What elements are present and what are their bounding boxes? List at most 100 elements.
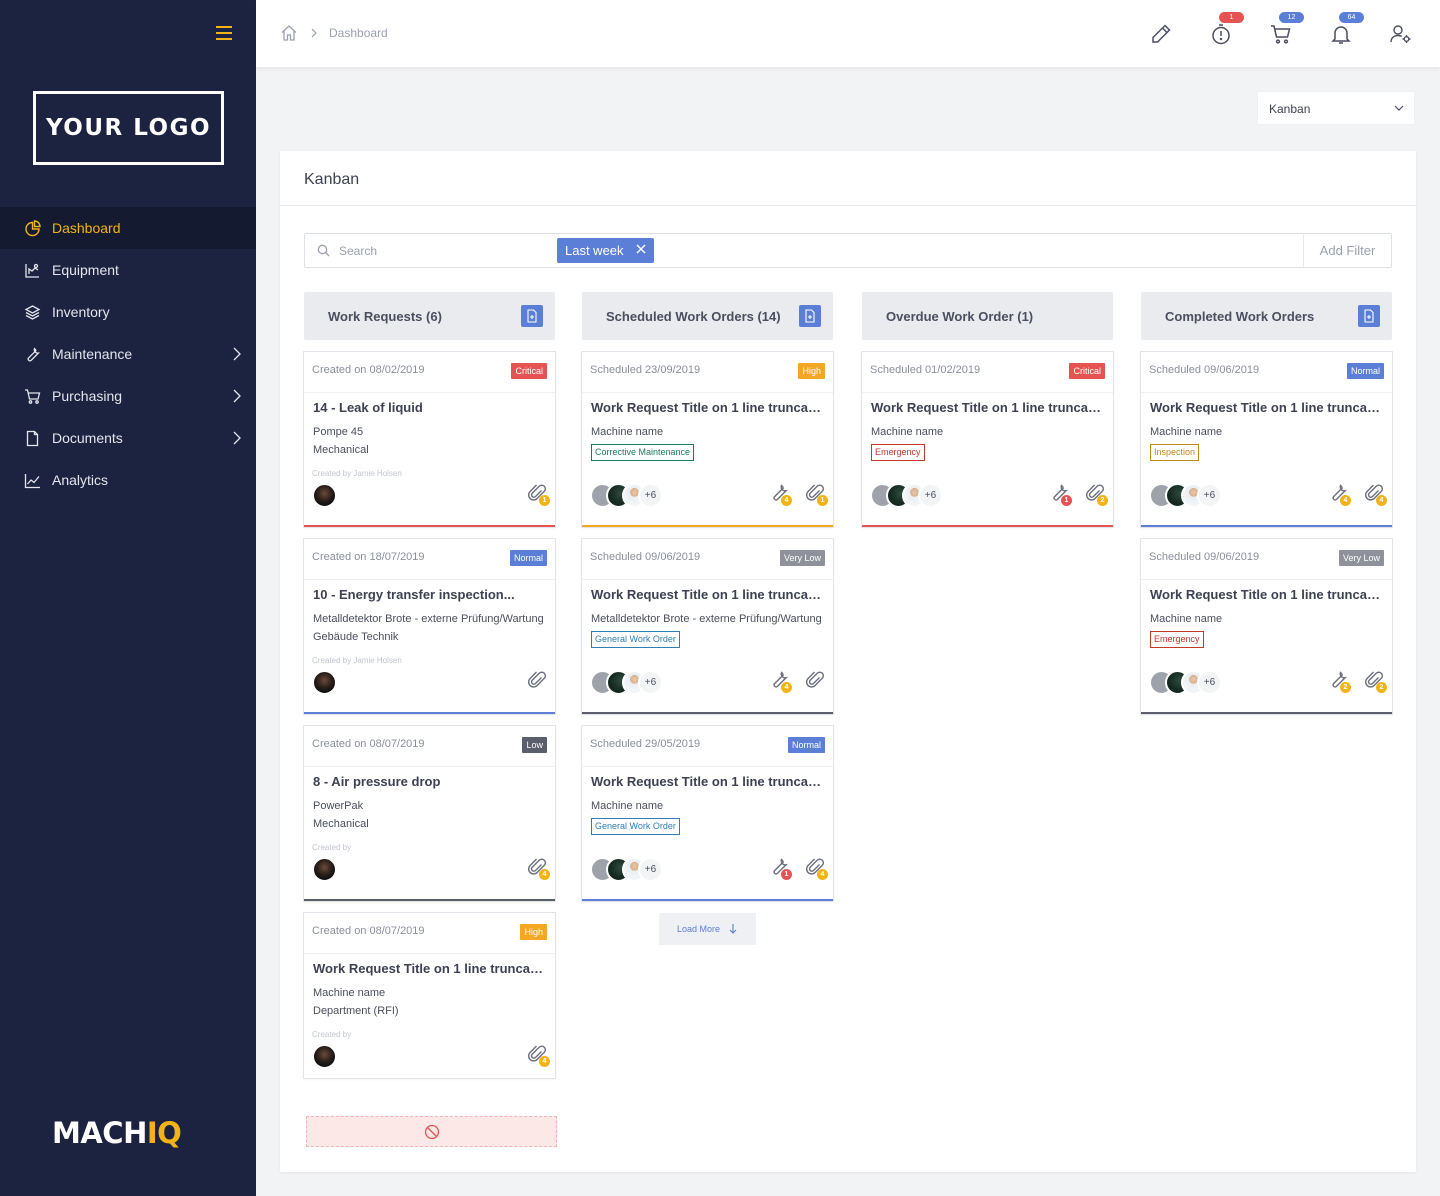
kanban-card[interactable]: Created on 08/07/2019 Low 8 - Air pressu…	[304, 726, 555, 901]
user-settings-icon	[1390, 25, 1411, 43]
add-document-button[interactable]	[799, 305, 821, 327]
view-select-value: Kanban	[1269, 102, 1311, 116]
card-date: Scheduled 09/06/2019	[1149, 364, 1260, 376]
column-header[interactable]: Completed Work Orders	[1141, 292, 1392, 340]
card-date: Scheduled 29/05/2019	[590, 738, 701, 750]
attachment-button[interactable]: 2	[1085, 483, 1108, 506]
view-select[interactable]: Kanban	[1257, 91, 1415, 125]
paperclip-icon	[527, 671, 547, 688]
tasks-button[interactable]: 4	[769, 670, 792, 693]
attachment-button[interactable]: 1	[527, 483, 550, 506]
kanban-card[interactable]: Scheduled 09/06/2019 Normal Work Request…	[1141, 352, 1392, 527]
paperclip-icon	[1364, 671, 1384, 688]
created-by: Created by Jamie Holsen	[312, 656, 402, 665]
priority-badge: Normal	[787, 737, 825, 753]
sidebar-item-documents[interactable]: Documents	[0, 417, 256, 459]
sidebar-item-purchasing[interactable]: Purchasing	[0, 375, 256, 417]
card-asset: Pompe 45	[313, 426, 364, 438]
assignee-avatars[interactable]	[312, 1044, 337, 1070]
created-by: Created by	[312, 843, 352, 852]
attachment-count: 4	[539, 869, 550, 880]
tasks-button[interactable]: 1	[769, 857, 792, 880]
assignee-avatars[interactable]: +6	[870, 483, 943, 509]
add-document-button[interactable]	[521, 305, 543, 327]
tasks-button[interactable]: 4	[1328, 483, 1351, 506]
column-header[interactable]: Overdue Work Order (1)	[862, 292, 1113, 340]
add-document-button[interactable]	[1358, 305, 1380, 327]
attachment-button[interactable]: 4	[527, 1044, 550, 1067]
sidebar-item-dashboard[interactable]: Dashboard	[0, 207, 256, 249]
avatar	[312, 483, 337, 508]
kanban-card[interactable]: Scheduled 01/02/2019 Critical Work Reque…	[862, 352, 1113, 527]
filter-chip[interactable]: Last week	[557, 238, 654, 263]
assignee-avatars[interactable]: +6	[590, 857, 663, 883]
wrench-icon	[1332, 671, 1348, 688]
attachment-button[interactable]: 1	[805, 483, 828, 506]
attachment-button[interactable]	[527, 670, 547, 692]
more-assignees: +6	[1197, 670, 1222, 695]
sidebar-item-maintenance[interactable]: Maintenance	[0, 333, 256, 375]
card-title: Work Request Title on 1 line truncated	[871, 400, 1104, 415]
more-assignees: +6	[638, 857, 663, 882]
card-date: Created on 08/02/2019	[312, 364, 425, 376]
brand-logo: MACHIQ	[52, 1116, 182, 1150]
kanban-card[interactable]: Created on 08/07/2019 High Work Request …	[304, 913, 555, 1078]
tasks-button[interactable]: 4	[769, 483, 792, 506]
attachment-button[interactable]: 4	[805, 857, 828, 880]
card-department: Department (RFI)	[313, 1005, 399, 1017]
tasks-button[interactable]: 2	[1328, 670, 1351, 693]
search-input[interactable]	[339, 240, 539, 262]
kanban-card[interactable]: Scheduled 09/06/2019 Very Low Work Reque…	[582, 539, 833, 714]
cart-button[interactable]: 12	[1269, 12, 1304, 46]
bell-icon	[1331, 26, 1351, 44]
kanban-card[interactable]: Scheduled 23/09/2019 High Work Request T…	[582, 352, 833, 527]
close-icon[interactable]	[636, 244, 646, 254]
assignee-avatars[interactable]	[312, 483, 337, 509]
attachment-button[interactable]: 4	[527, 857, 550, 880]
breadcrumb[interactable]: Dashboard	[329, 26, 388, 40]
notifications-button[interactable]: 64	[1329, 12, 1364, 46]
card-asset: Machine name	[871, 426, 944, 438]
assignee-avatars[interactable]	[312, 670, 337, 696]
filter-chip-label: Last week	[565, 243, 624, 258]
kanban-card[interactable]: Scheduled 09/06/2019 Very Low Work Reque…	[1141, 539, 1392, 714]
wrench-icon	[773, 484, 789, 501]
user-settings-button[interactable]	[1389, 22, 1413, 46]
assignee-avatars[interactable]: +6	[590, 483, 663, 509]
add-filter-button[interactable]: Add Filter	[1303, 234, 1391, 267]
paperclip-icon	[527, 484, 547, 501]
more-assignees: +6	[638, 670, 663, 695]
column-title: Overdue Work Order (1)	[886, 309, 1034, 324]
assignee-avatars[interactable]	[312, 857, 337, 883]
tasks-button[interactable]: 1	[1049, 483, 1072, 506]
attachment-button[interactable]: 2	[1364, 670, 1387, 693]
assignee-avatars[interactable]: +6	[1149, 483, 1222, 509]
assignee-avatars[interactable]: +6	[1149, 670, 1222, 696]
menu-toggle-icon[interactable]	[216, 26, 232, 40]
sidebar-item-analytics[interactable]: Analytics	[0, 459, 256, 501]
card-department: Mechanical	[313, 444, 369, 456]
wrench-icon	[773, 671, 789, 688]
edit-button[interactable]	[1149, 22, 1173, 46]
column-header[interactable]: Scheduled Work Orders (14)	[582, 292, 833, 340]
search-icon	[317, 244, 330, 257]
home-icon[interactable]	[280, 24, 298, 42]
load-more-button[interactable]: Load More	[659, 913, 756, 945]
card-date: Scheduled 09/06/2019	[1149, 551, 1260, 563]
inventory-icon	[24, 304, 41, 321]
sidebar-item-inventory[interactable]: Inventory	[0, 291, 256, 333]
column-header[interactable]: Work Requests (6)	[304, 292, 555, 340]
sidebar-item-equipment[interactable]: Equipment	[0, 249, 256, 291]
document-icon	[1364, 309, 1374, 323]
attachment-button[interactable]	[805, 670, 825, 692]
kanban-panel: Kanban Last week Add Filter Work Request…	[280, 151, 1416, 1172]
cart-badge: 12	[1279, 12, 1304, 23]
timer-button[interactable]: 1	[1209, 12, 1244, 46]
kanban-card[interactable]: Scheduled 29/05/2019 Normal Work Request…	[582, 726, 833, 901]
attachment-button[interactable]: 4	[1364, 483, 1387, 506]
kanban-card[interactable]: Created on 18/07/2019 Normal 10 - Energy…	[304, 539, 555, 714]
divider	[1141, 392, 1392, 393]
assignee-avatars[interactable]: +6	[590, 670, 663, 696]
kanban-card[interactable]: Created on 08/02/2019 Critical 14 - Leak…	[304, 352, 555, 527]
task-count: 4	[781, 495, 792, 506]
